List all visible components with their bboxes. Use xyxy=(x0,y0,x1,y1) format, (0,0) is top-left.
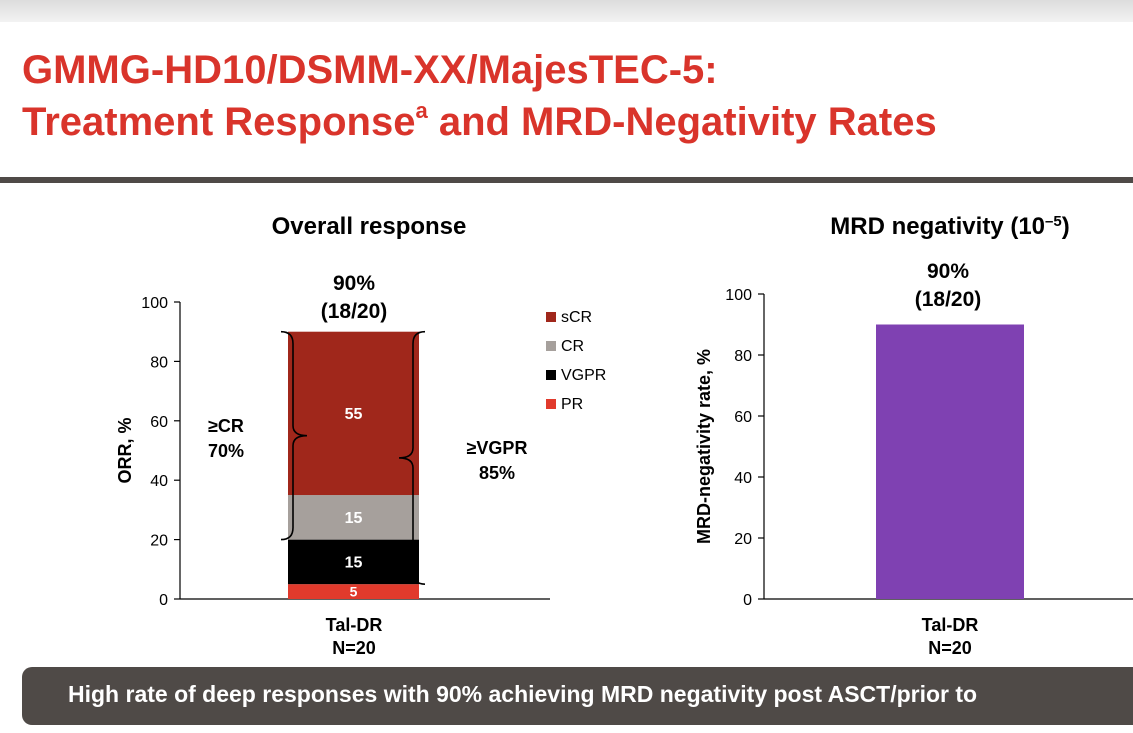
chart1-bar-segment-pr xyxy=(288,584,419,599)
chart1-cr-value: 70% xyxy=(208,441,244,461)
chart1-y-axis-label: ORR, % xyxy=(115,417,135,483)
chart1-y-tick-label: 60 xyxy=(150,414,168,431)
chart2-category-label: Tal-DR xyxy=(922,615,979,635)
chart1-y-tick-label: 0 xyxy=(159,592,168,609)
slide-title-line2-end: and MRD-Negativity Rates xyxy=(427,100,937,144)
chart1-vgpr-label: ≥VGPR xyxy=(467,438,528,458)
chart1-bar-segment-cr xyxy=(288,495,419,540)
chart1-legend-swatch-vgpr xyxy=(546,370,556,380)
chart2-y-tick-label: 60 xyxy=(734,409,752,426)
chart2-y-tick-label: 100 xyxy=(725,287,752,304)
chart1-y-tick-label: 100 xyxy=(141,295,168,312)
chart1-vgpr-brace xyxy=(398,330,426,585)
chart1-vgpr-value: 85% xyxy=(479,463,515,483)
chart1-cr-label: ≥CR xyxy=(208,416,244,436)
chart1-title: Overall response xyxy=(272,213,467,240)
chart1-legend-label-pr: PR xyxy=(561,396,583,413)
chart1-legend-swatch-scr xyxy=(546,312,556,322)
chart2-y-tick-label: 20 xyxy=(734,531,752,548)
chart2-value-count: (18/20) xyxy=(915,288,982,311)
chart2-y-axis-label: MRD-negativity rate, % xyxy=(694,349,714,544)
chart1-segment-label-pr: 5 xyxy=(350,584,358,600)
chart1-legend-swatch-cr xyxy=(546,341,556,351)
chart1-segment-label-cr: 15 xyxy=(345,510,363,527)
chart1-y-tick-label: 40 xyxy=(150,473,168,490)
chart1-legend-label-scr: sCR xyxy=(561,309,592,326)
chart1-category-n: N=20 xyxy=(332,638,376,658)
chart2-title-end: ) xyxy=(1062,213,1070,240)
top-strip xyxy=(0,0,1133,22)
conclusion-banner: High rate of deep responses with 90% ach… xyxy=(22,667,1133,725)
chart1-bar-segment-scr xyxy=(288,331,419,496)
chart1-category-label: Tal-DR xyxy=(326,615,383,635)
chart1-cr-brace xyxy=(280,330,308,541)
chart1-y-tick-label: 80 xyxy=(150,354,168,371)
chart1-segment-label-scr: 55 xyxy=(345,406,363,423)
chart1-segment-label-vgpr: 15 xyxy=(345,555,363,572)
chart2-y-tick-label: 80 xyxy=(734,348,752,365)
slide-title-line1: GMMG-HD10/DSMM-XX/MajesTEC-5: xyxy=(22,48,718,92)
chart1-legend-swatch-pr xyxy=(546,399,556,409)
slide-title-line2-start: Treatment Response xyxy=(22,100,416,144)
chart2-title: MRD negativity (10–5) xyxy=(830,213,1069,241)
chart1-bar-segment-vgpr xyxy=(288,539,419,585)
chart2-category-n: N=20 xyxy=(928,638,972,658)
chart2-y-tick-label: 40 xyxy=(734,470,752,487)
chart2-y-tick-label: 0 xyxy=(743,592,752,609)
chart2-title-exponent: –5 xyxy=(1045,213,1062,230)
chart1-legend-label-cr: CR xyxy=(561,338,584,355)
title-divider xyxy=(0,177,1133,183)
slide-title: GMMG-HD10/DSMM-XX/MajesTEC-5: Treatment … xyxy=(22,44,937,148)
slide-title-footnote-marker: a xyxy=(415,98,428,123)
chart1-legend-label-vgpr: VGPR xyxy=(561,367,606,384)
chart1-total-label: 90% xyxy=(333,272,375,295)
chart2-value-label: 90% xyxy=(927,260,969,283)
conclusion-banner-text: High rate of deep responses with 90% ach… xyxy=(68,681,978,707)
chart2-bar xyxy=(876,324,1024,599)
chart1-total-count: (18/20) xyxy=(321,300,388,323)
chart1-y-tick-label: 20 xyxy=(150,533,168,550)
